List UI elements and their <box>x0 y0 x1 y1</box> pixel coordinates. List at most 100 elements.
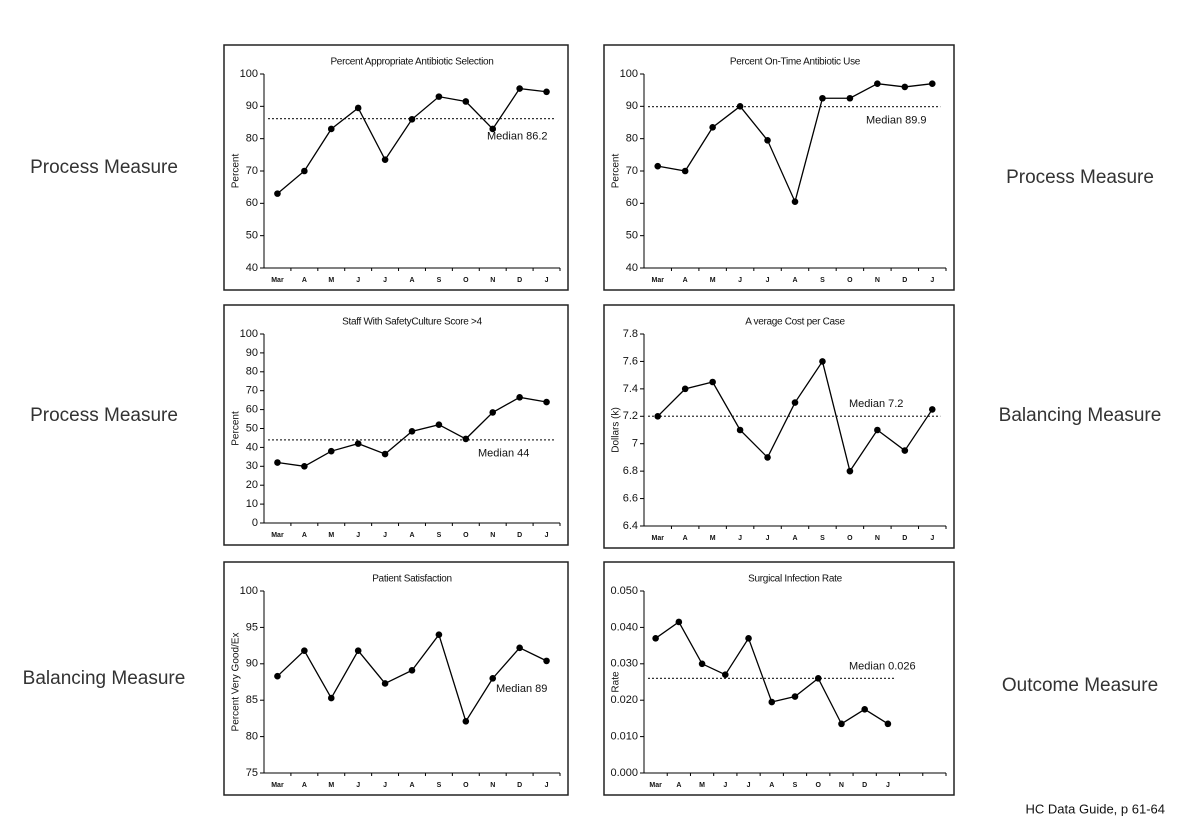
y-axis-label: Dollars (k) <box>611 407 622 453</box>
y-tick-label: 95 <box>246 621 258 633</box>
data-point <box>675 618 683 626</box>
x-tick-label: D <box>517 277 522 284</box>
y-tick-label: 0.040 <box>610 621 638 633</box>
data-point <box>764 136 771 144</box>
x-tick-label: S <box>437 532 442 539</box>
data-point <box>543 88 550 96</box>
data-point <box>764 454 771 461</box>
x-tick-label: O <box>463 277 469 284</box>
data-point <box>354 647 362 654</box>
y-tick-label: 70 <box>246 165 258 177</box>
median-label: Median 89.9 <box>866 115 927 127</box>
median-label: Median 44 <box>478 448 529 460</box>
data-point <box>543 398 550 406</box>
x-tick-label: D <box>902 277 907 284</box>
data-point <box>354 440 362 447</box>
x-tick-label: N <box>490 532 495 539</box>
x-tick-label: J <box>930 535 934 542</box>
data-point <box>846 94 854 102</box>
chart-title: Percent On-Time Antibiotic Use <box>730 57 861 68</box>
x-tick-label: Mar <box>271 277 284 284</box>
data-point <box>516 85 523 92</box>
x-tick-label: S <box>437 782 442 789</box>
data-point <box>884 720 892 728</box>
data-point <box>462 718 470 725</box>
data-point <box>327 694 335 702</box>
x-tick-label: A <box>683 535 688 542</box>
x-tick-label: A <box>302 782 307 789</box>
y-axis-label: Percent Very Good/Ex <box>231 633 242 732</box>
x-tick-label: J <box>383 277 387 284</box>
x-tick-label: J <box>738 535 742 542</box>
y-tick-label: 100 <box>620 68 638 80</box>
measure-label: Process Measure <box>30 405 178 426</box>
x-tick-label: J <box>383 532 387 539</box>
chart-title: Staff With SafetyCulture Score >4 <box>342 317 482 328</box>
x-tick-label: A <box>792 535 797 542</box>
y-tick-label: 60 <box>246 197 258 209</box>
x-tick-label: S <box>820 277 825 284</box>
y-tick-label: 0.050 <box>610 585 638 597</box>
data-point <box>381 680 389 687</box>
data-point <box>408 115 416 123</box>
x-tick-label: M <box>710 535 716 542</box>
measure-label: Process Measure <box>30 157 178 178</box>
chart-title: Surgical Infection Rate <box>748 574 842 585</box>
y-tick-label: 50 <box>246 230 258 242</box>
y-tick-label: 0.000 <box>610 767 638 779</box>
x-tick-label: J <box>356 277 360 284</box>
x-tick-label: O <box>463 782 469 789</box>
data-point <box>435 631 443 638</box>
data-point <box>354 104 362 112</box>
y-tick-label: 85 <box>246 694 258 706</box>
data-point <box>846 467 854 475</box>
data-point <box>791 198 799 206</box>
data-point <box>489 125 497 133</box>
data-point <box>301 167 308 175</box>
data-point <box>489 675 497 682</box>
data-point <box>698 660 706 668</box>
y-axis-label: Percent <box>611 154 622 189</box>
measure-label: Process Measure <box>1006 167 1154 188</box>
data-point <box>516 394 523 401</box>
y-axis-label: Rate <box>611 671 622 693</box>
data-point <box>874 426 881 434</box>
y-axis-label: Percent <box>231 154 242 189</box>
x-tick-label: J <box>747 782 751 789</box>
y-tick-label: 80 <box>246 731 258 743</box>
y-tick-label: 40 <box>246 262 258 274</box>
chart-frame <box>223 44 569 291</box>
x-tick-label: Mar <box>652 277 665 284</box>
data-point <box>819 358 826 365</box>
x-tick-label: O <box>816 782 822 789</box>
x-tick-label: Mar <box>649 782 662 789</box>
footer: HC Data Guide, p 61-64 <box>1026 801 1165 816</box>
data-point <box>736 426 744 434</box>
x-tick-label: J <box>930 277 934 284</box>
x-tick-label: Mar <box>271 782 284 789</box>
data-point <box>489 409 497 416</box>
x-tick-label: D <box>517 532 522 539</box>
x-tick-label: O <box>847 277 853 284</box>
x-tick-label: A <box>409 782 414 789</box>
data-point <box>819 94 826 102</box>
data-point <box>874 80 881 87</box>
measure-label: Balancing Measure <box>23 668 186 689</box>
y-tick-label: 75 <box>246 767 258 779</box>
data-point <box>654 412 662 420</box>
data-point <box>814 675 822 682</box>
chart-title: Percent Appropriate Antibiotic Selection <box>330 57 493 68</box>
x-tick-label: D <box>862 782 867 789</box>
median-label: Median 0.026 <box>849 660 916 672</box>
data-point <box>652 635 659 642</box>
x-tick-label: N <box>490 277 495 284</box>
y-tick-label: 6.4 <box>623 520 638 532</box>
measure-label: Outcome Measure <box>1002 675 1158 696</box>
y-tick-label: 50 <box>246 422 258 434</box>
x-tick-label: A <box>302 277 307 284</box>
y-tick-label: 90 <box>246 347 258 359</box>
x-tick-label: J <box>738 277 742 284</box>
x-tick-label: O <box>463 532 469 539</box>
